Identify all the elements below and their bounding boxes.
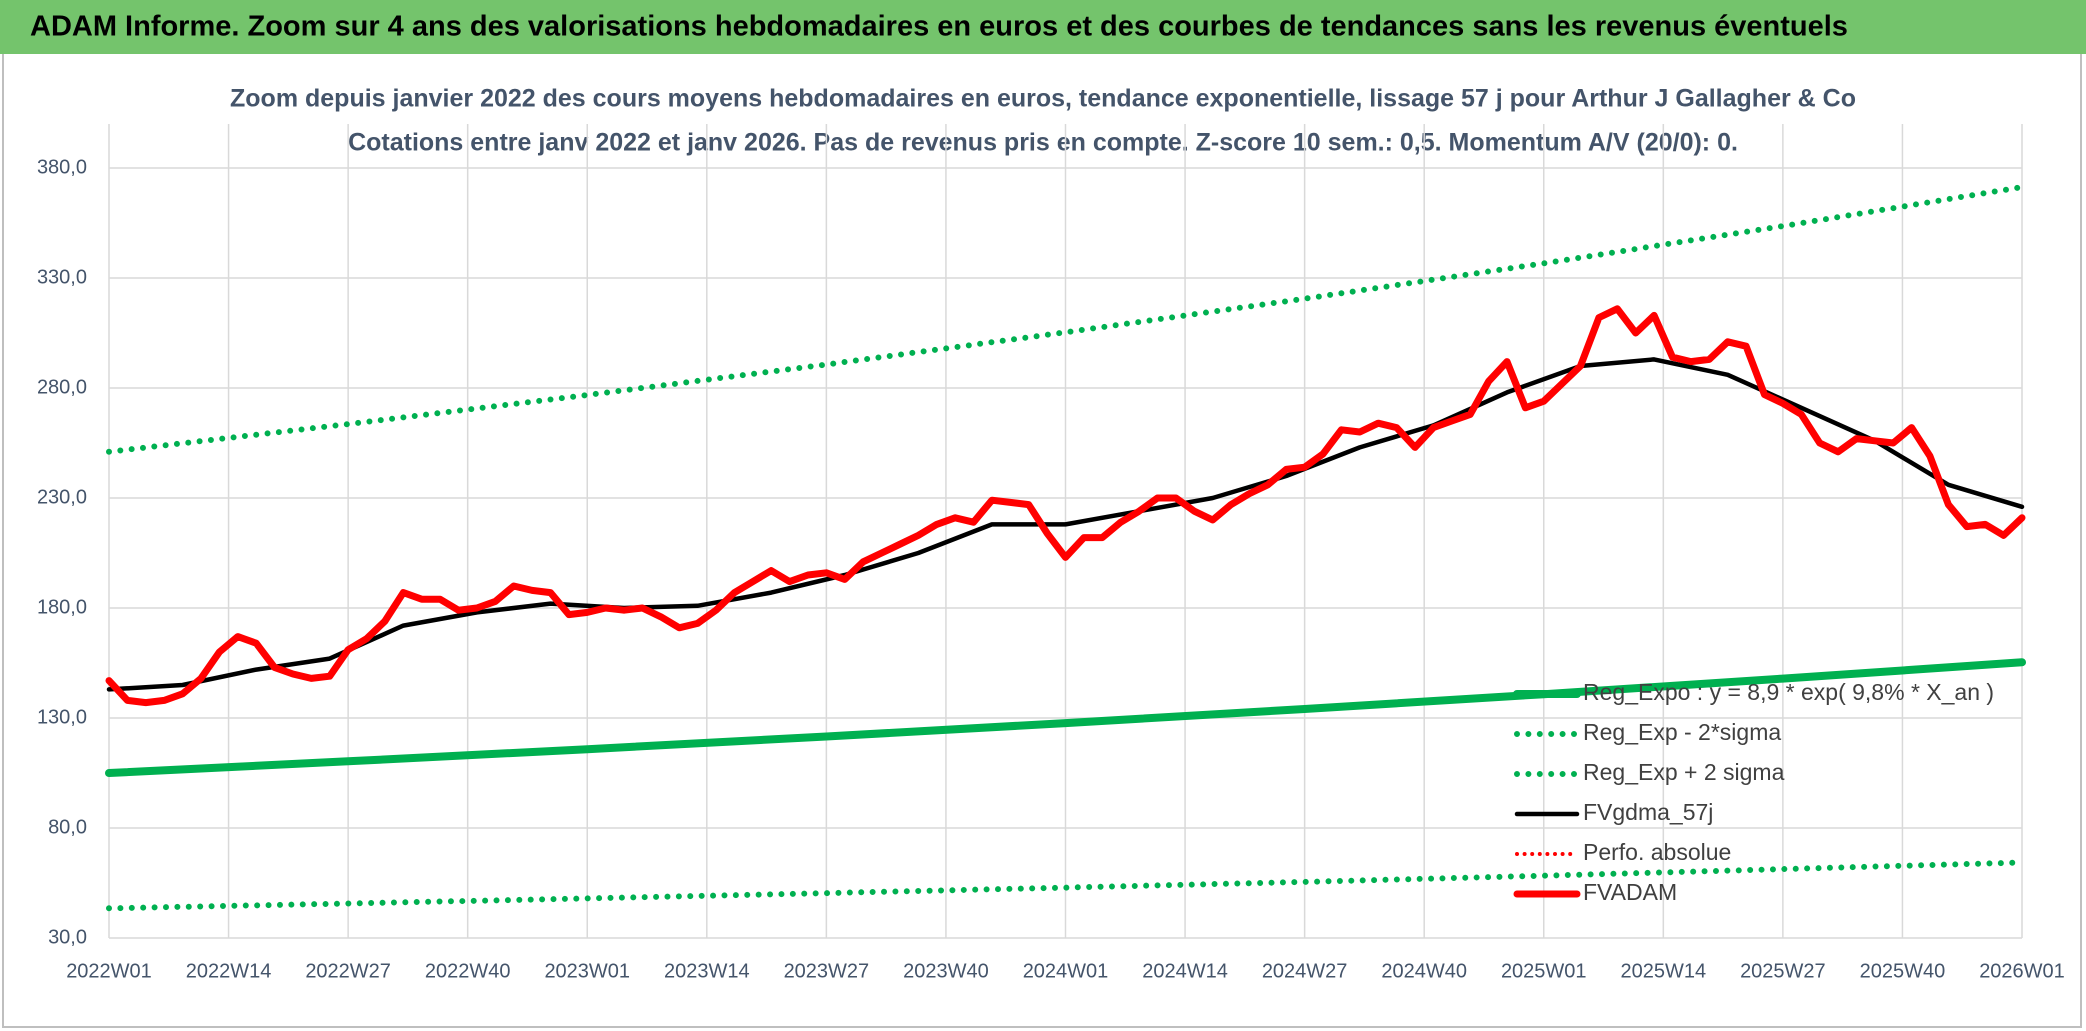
chart-panel [2, 51, 2082, 1028]
legend-label: Reg_Expo : y = 8,9 * exp( 9,8% * X_an ) [1583, 679, 1994, 705]
y-tick-label: 180,0 [37, 596, 87, 618]
series-line [105, 658, 2026, 777]
header-title: ADAM Informe. Zoom sur 4 ans des valoris… [30, 11, 1848, 43]
plot-lines [105, 184, 2026, 912]
series-line [106, 357, 2025, 692]
x-tick-label: 2022W27 [305, 960, 391, 982]
x-tick-label: 2023W01 [544, 960, 630, 982]
y-tick-label: 30,0 [48, 926, 87, 948]
y-tick-label: 80,0 [48, 816, 87, 838]
legend-label: FVgdma_57j [1583, 799, 1713, 825]
x-tick-label: 2022W01 [66, 960, 152, 982]
chart-subtitle: Cotations entre janv 2022 et janv 2026. … [348, 129, 1738, 157]
x-tick-label: 2022W40 [425, 960, 511, 982]
x-tick-label: 2026W01 [1979, 960, 2065, 982]
y-tick-label: 380,0 [37, 156, 87, 178]
header-bar [0, 0, 2086, 54]
x-tick-label: 2022W14 [186, 960, 272, 982]
x-tick-label: 2023W27 [784, 960, 870, 982]
x-tick-label: 2024W01 [1023, 960, 1109, 982]
legend-label: Reg_Exp - 2*sigma [1583, 719, 1781, 745]
x-tick-label: 2023W40 [903, 960, 989, 982]
grid: 30,0 80,0 130,0 180,0 230,0 280,0 330,0 380,0 20… [37, 124, 2065, 982]
y-tick-label: 280,0 [37, 376, 87, 398]
y-tick-label: 230,0 [37, 486, 87, 508]
legend: Reg_Expo : y = 8,9 * exp( 9,8% * X_an ) R… [1513, 679, 1994, 905]
series-line [106, 184, 2025, 455]
y-tick-label: 330,0 [37, 266, 87, 288]
x-tick-label: 2025W27 [1740, 960, 1826, 982]
series-line [105, 305, 2026, 707]
x-tick-label: 2025W14 [1621, 960, 1707, 982]
legend-label: Perfo. absolue [1583, 839, 1731, 865]
chart-title: Zoom depuis janvier 2022 des cours moyen… [230, 85, 1856, 113]
x-tick-label: 2024W27 [1262, 960, 1348, 982]
series-line [106, 859, 2025, 912]
legend-label: FVADAM [1583, 879, 1677, 905]
x-tick-label: 2023W14 [664, 960, 750, 982]
x-tick-label: 2024W40 [1381, 960, 1467, 982]
x-tick-label: 2025W40 [1860, 960, 1946, 982]
x-tick-label: 2025W01 [1501, 960, 1587, 982]
legend-label: Reg_Exp + 2 sigma [1583, 759, 1785, 785]
x-tick-label: 2024W14 [1142, 960, 1228, 982]
y-tick-label: 130,0 [37, 706, 87, 728]
